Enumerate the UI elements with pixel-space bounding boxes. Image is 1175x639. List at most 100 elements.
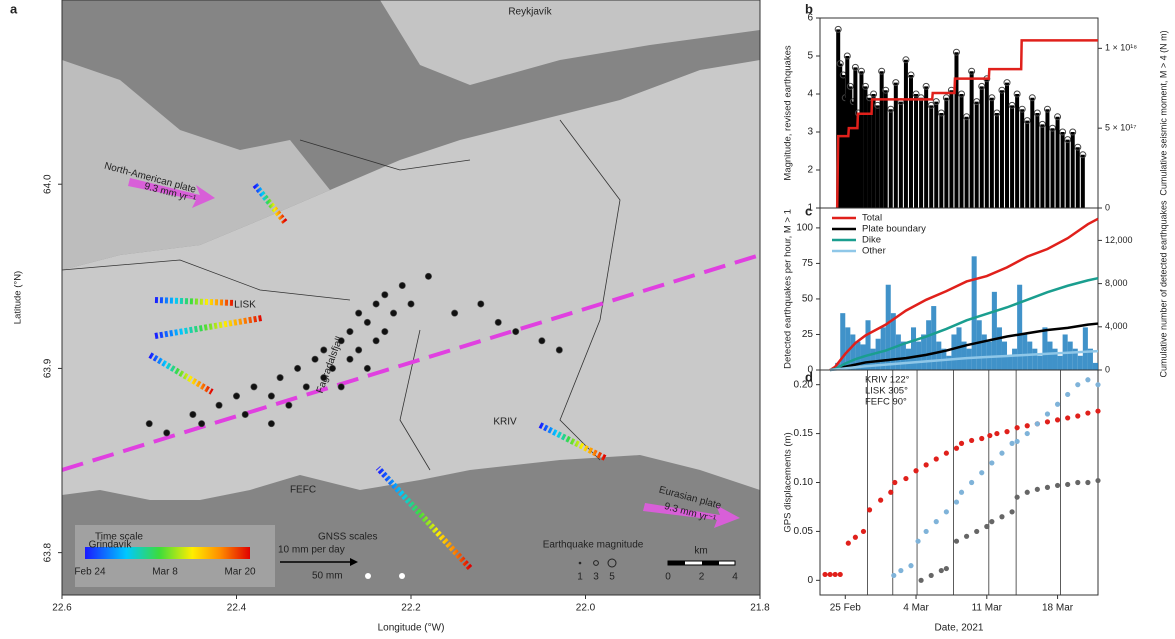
earthquake bbox=[451, 309, 459, 317]
stem-head bbox=[1008, 101, 1016, 109]
km-scale-label: 2 bbox=[699, 572, 705, 583]
y2-tick-label: 1 × 10¹⁸ bbox=[1105, 43, 1137, 53]
magnitude-key bbox=[607, 558, 617, 568]
earthquake bbox=[512, 328, 520, 336]
histogram-bar bbox=[1072, 348, 1078, 370]
histogram-bar bbox=[951, 334, 957, 370]
gps-point bbox=[969, 437, 975, 444]
gps-point bbox=[923, 528, 929, 535]
earthquake bbox=[346, 328, 354, 336]
stem-head bbox=[907, 71, 915, 79]
earthquake bbox=[267, 420, 275, 428]
gps-point bbox=[1085, 479, 1091, 486]
gps-point bbox=[1004, 429, 1010, 435]
earthquake bbox=[424, 272, 432, 280]
stem-head bbox=[937, 109, 945, 117]
y2-axis-label: Cumulative number of detected earthquake… bbox=[1158, 200, 1168, 378]
gnss-track bbox=[154, 315, 263, 339]
plate-boundary bbox=[62, 253, 760, 472]
x-tick-label: 22.6 bbox=[52, 603, 72, 614]
gps-point bbox=[1014, 425, 1020, 431]
legend-label: Dike bbox=[862, 235, 881, 246]
histogram-bar bbox=[981, 334, 987, 370]
gps-point bbox=[984, 523, 990, 530]
gps-point bbox=[892, 479, 898, 486]
gps-point bbox=[999, 450, 1005, 456]
panel-letter: a bbox=[10, 1, 18, 16]
histogram-bar bbox=[1047, 341, 1053, 370]
earthquake bbox=[398, 282, 406, 290]
gnss-track bbox=[154, 297, 236, 306]
gps-point bbox=[999, 514, 1005, 520]
stem-head bbox=[870, 90, 878, 98]
gps-point bbox=[969, 479, 975, 486]
earthquake bbox=[328, 364, 336, 372]
stem-head bbox=[1013, 90, 1021, 98]
histogram-bar bbox=[865, 320, 871, 370]
y-tick-label: 63.8 bbox=[43, 542, 54, 562]
y-axis-label: Latitude (°N) bbox=[13, 271, 24, 324]
land bbox=[62, 60, 330, 270]
histogram-bar bbox=[870, 348, 876, 370]
y2-tick-label: 5 × 10¹⁷ bbox=[1105, 123, 1137, 133]
histogram-bar bbox=[971, 256, 977, 370]
earthquake bbox=[381, 291, 389, 299]
earthquake bbox=[346, 355, 354, 363]
map-label: Grindavík bbox=[89, 540, 133, 551]
stem-head bbox=[857, 67, 865, 75]
gps-point bbox=[827, 571, 833, 578]
time-scale-title: Time scale bbox=[95, 532, 143, 543]
gps-point bbox=[958, 440, 965, 446]
x-tick-label: 25 Feb bbox=[830, 603, 862, 614]
gps-point bbox=[953, 499, 960, 505]
earthquake bbox=[145, 420, 153, 428]
stem-head bbox=[978, 82, 986, 90]
gps-point bbox=[1034, 421, 1040, 427]
stem-head bbox=[927, 101, 935, 109]
earthquake bbox=[233, 392, 241, 400]
gps-point bbox=[913, 468, 919, 474]
histogram-bar bbox=[976, 320, 982, 370]
gnss-scale-length: 50 mm bbox=[312, 571, 343, 582]
histogram-bar bbox=[926, 320, 932, 370]
histogram-bar bbox=[1017, 284, 1023, 370]
series-line bbox=[835, 39, 1098, 209]
x-tick-label: 18 Mar bbox=[1042, 603, 1074, 614]
legend-label: Total bbox=[862, 213, 882, 224]
histogram-bar bbox=[1092, 362, 1098, 370]
histogram-bar bbox=[931, 306, 937, 370]
stem-head bbox=[1028, 94, 1036, 102]
gps-point bbox=[866, 507, 873, 513]
stem-head bbox=[952, 48, 960, 56]
stem-head bbox=[1023, 117, 1031, 125]
y-tick-label: 0 bbox=[807, 575, 813, 586]
gps-point bbox=[989, 519, 995, 525]
gps-point bbox=[1065, 481, 1071, 488]
y2-tick-label: 4,000 bbox=[1105, 321, 1128, 331]
histogram-bar bbox=[875, 338, 881, 370]
gnss-scale-title: GNSS scales bbox=[318, 532, 377, 543]
map-label: FEFC bbox=[290, 485, 316, 496]
y-tick-label: 0 bbox=[807, 365, 813, 376]
earthquake bbox=[555, 346, 563, 354]
gps-point bbox=[837, 571, 843, 578]
earthquake bbox=[311, 355, 319, 363]
gnss-track bbox=[538, 422, 607, 461]
panel-letter: b bbox=[805, 1, 813, 16]
histogram-bar bbox=[1037, 355, 1043, 370]
y-tick-label: 64.0 bbox=[43, 174, 54, 194]
earthquake bbox=[189, 410, 197, 418]
gps-point bbox=[1014, 438, 1020, 445]
x-tick-label: 22.2 bbox=[401, 603, 421, 614]
stem-head bbox=[1038, 120, 1046, 128]
gps-point bbox=[1054, 401, 1061, 407]
gps-point bbox=[1085, 410, 1091, 416]
stem-head bbox=[998, 86, 1006, 94]
y-tick-label: 0.15 bbox=[794, 428, 814, 439]
y2-tick-label: 0 bbox=[1105, 364, 1110, 374]
map-base bbox=[62, 0, 760, 595]
earthquake bbox=[320, 374, 328, 382]
earthquake bbox=[320, 346, 328, 354]
stem-head bbox=[993, 109, 1001, 117]
histogram-bar bbox=[1042, 327, 1048, 370]
